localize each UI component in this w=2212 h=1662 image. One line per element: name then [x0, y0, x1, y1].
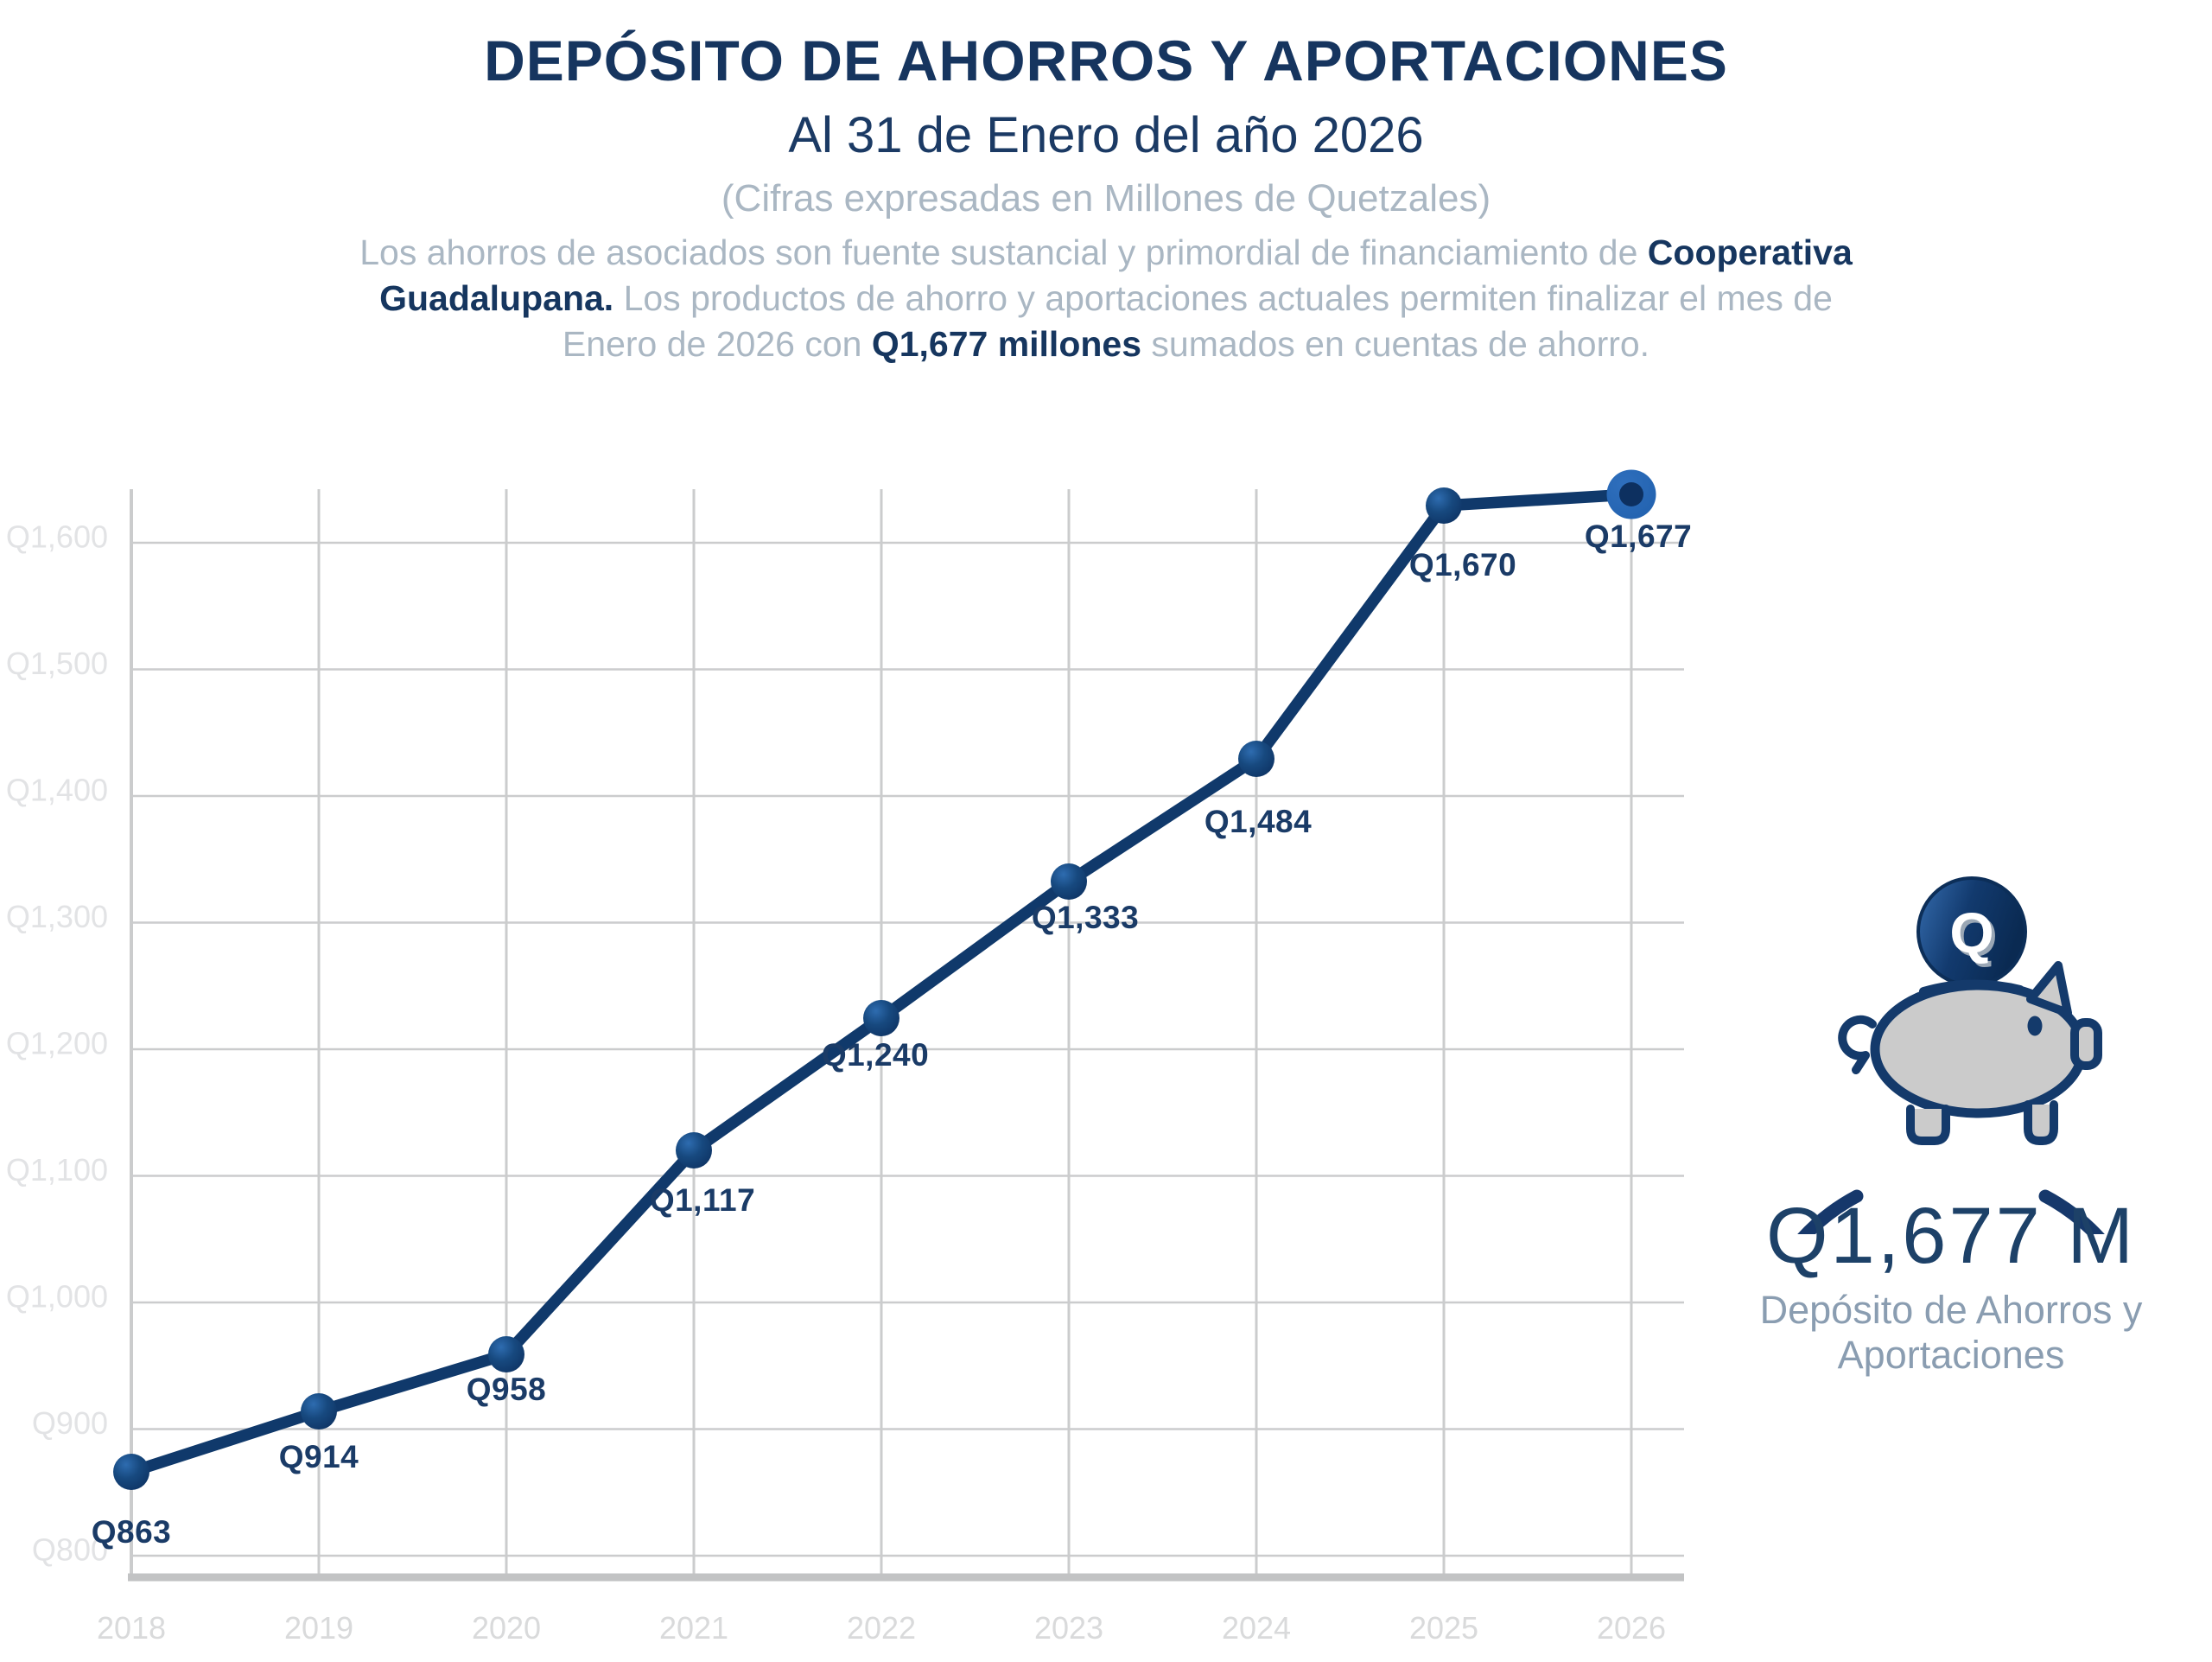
y-tick-label: Q1,300 — [6, 899, 108, 934]
horizontal-gridlines: Q800 Q900 Q1,000 Q1,100 Q1,200 Q1,300 Q1,400 Q1… — [6, 519, 1684, 1568]
data-point-label: Q1,240 — [822, 1037, 929, 1073]
x-tick-label: 2023 — [1034, 1610, 1103, 1646]
piggy-bank-icon: Q Q — [1838, 876, 2102, 1145]
x-tick-labels: 2018 2019 2020 2021 2022 2023 2024 2025 2026 — [97, 1610, 1666, 1646]
pig-front-leg — [2024, 1100, 2058, 1145]
y-tick-label: Q900 — [32, 1405, 108, 1441]
intro-highlight-text: Guadalupana. — [379, 278, 614, 318]
x-tick-label: 2026 — [1597, 1610, 1666, 1646]
x-tick-label: 2020 — [472, 1610, 541, 1646]
badge-amount: Q1,677 M — [1766, 1192, 2136, 1280]
y-tick-label: Q800 — [32, 1532, 108, 1568]
piggy-bank-badge: Q Q — [1797, 876, 2105, 1234]
page-title: DEPÓSITO DE AHORROS Y APORTACIONES — [484, 29, 1728, 92]
badge-caption-line2: Aportaciones — [1837, 1333, 2065, 1377]
intro-text: Enero de 2026 con — [562, 324, 872, 364]
data-point-label: Q1,677 — [1585, 519, 1692, 554]
intro-paragraph-line: Enero de 2026 con Q1,677 millones sumado… — [0, 322, 2212, 367]
data-point — [113, 1454, 149, 1490]
x-tick-label: 2022 — [847, 1610, 916, 1646]
intro-paragraph-line: Guadalupana. Los productos de ahorro y a… — [0, 276, 2212, 322]
data-point-label: Q914 — [279, 1439, 359, 1474]
data-point — [863, 1000, 899, 1036]
units-note: (Cifras expresadas en Millones de Quetza… — [721, 177, 1491, 220]
data-point — [1238, 741, 1274, 777]
pig-snout-icon — [2070, 1018, 2102, 1070]
data-point — [488, 1336, 524, 1372]
pig-ear-icon — [2026, 961, 2072, 1017]
intro-text: Los ahorros de asociados son fuente sust… — [359, 232, 1648, 272]
coin-letter-shadow: Q — [1953, 904, 1997, 968]
data-point — [1619, 482, 1643, 506]
data-point — [676, 1132, 712, 1168]
x-tick-label: 2025 — [1409, 1610, 1478, 1646]
intro-paragraph-line: Los ahorros de asociados son fuente sust… — [0, 230, 2212, 276]
y-tick-label: Q1,600 — [6, 519, 108, 555]
pig-eye-icon — [2027, 1016, 2043, 1036]
data-point — [1051, 863, 1087, 900]
data-point-label: Q1,333 — [1032, 900, 1139, 935]
data-points — [113, 469, 1656, 1490]
data-point — [1426, 487, 1462, 524]
y-tick-label: Q1,200 — [6, 1026, 108, 1061]
intro-text: Los productos de ahorro y aportaciones a… — [613, 278, 1833, 318]
x-tick-label: 2021 — [659, 1610, 728, 1646]
data-point-label: Q1,484 — [1205, 804, 1312, 839]
y-tick-label: Q1,400 — [6, 773, 108, 808]
data-point-labels: Q863 Q914 Q958 Q1,117 Q1,240 Q1,333 Q1,484 Q1,6… — [92, 519, 1692, 1550]
pig-back-leg — [1906, 1105, 1950, 1145]
y-tick-label: Q1,500 — [6, 646, 108, 681]
data-point-label: Q863 — [92, 1514, 172, 1550]
badge-caption-line1: Depósito de Ahorros y — [1759, 1288, 2143, 1332]
coin-slot-icon — [1919, 979, 2024, 996]
x-tick-label: 2024 — [1222, 1610, 1291, 1646]
intro-text: sumados en cuentas de ahorro. — [1141, 324, 1650, 364]
data-point-label: Q1,117 — [650, 1182, 755, 1218]
page-subtitle: Al 31 de Enero del año 2026 — [788, 107, 1424, 163]
y-tick-label: Q1,000 — [6, 1279, 108, 1315]
x-tick-label: 2019 — [284, 1610, 353, 1646]
badge-caption: Depósito de Ahorros y Aportaciones — [1675, 1288, 2212, 1378]
x-tick-label: 2018 — [97, 1610, 166, 1646]
data-point-label: Q1,670 — [1409, 547, 1516, 583]
coin-letter: Q — [1949, 901, 1993, 965]
data-point-label: Q958 — [467, 1372, 547, 1407]
intro-highlight-text: Cooperativa — [1647, 232, 1853, 272]
data-point — [301, 1393, 337, 1430]
intro-highlight-text: Q1,677 millones — [871, 324, 1142, 364]
pig-tail-icon — [1838, 1015, 1877, 1074]
intro-paragraph: Los ahorros de asociados son fuente sust… — [0, 230, 2212, 367]
vertical-gridlines — [130, 489, 1633, 1577]
y-tick-label: Q1,100 — [6, 1152, 108, 1188]
